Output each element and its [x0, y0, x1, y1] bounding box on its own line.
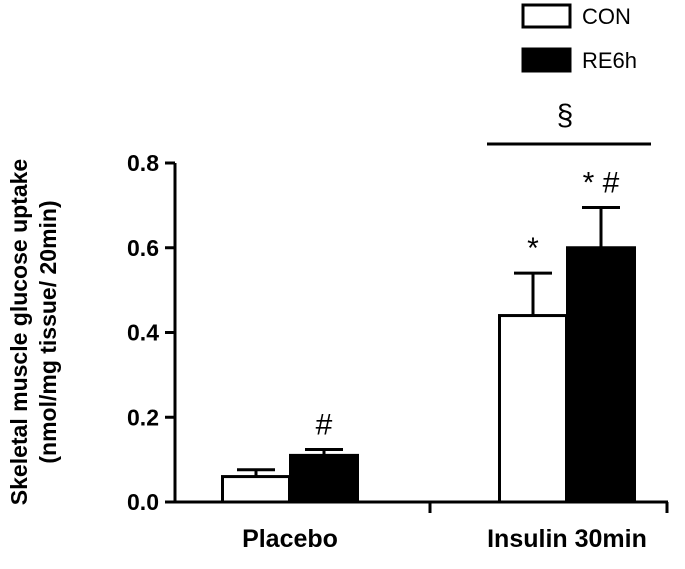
y-ticks: 0.0 0.2 0.4 0.6 0.8: [127, 150, 175, 515]
y-tick-label: 0.0: [127, 489, 159, 515]
y-axis-label-line2: (nmol/mg tissue/ 20min): [35, 200, 61, 463]
significance-marker: #: [316, 408, 333, 441]
group-significance-marker: §: [557, 99, 574, 132]
legend-swatch-con: [521, 3, 572, 29]
bar-con-insulin-30min: [498, 314, 568, 504]
y-tick-label: 0.4: [127, 320, 159, 346]
legend-label-con: CON: [582, 4, 631, 29]
y-axis-label: Skeletal muscle glucose uptake (nmol/mg …: [6, 159, 61, 505]
legend-swatch-re6h: [521, 47, 572, 73]
y-axis-label-line1: Skeletal muscle glucose uptake: [6, 159, 32, 505]
y-tick-label: 0.2: [127, 404, 159, 430]
bars: [221, 205, 636, 504]
legend: CON RE6h: [521, 3, 637, 73]
legend-label-re6h: RE6h: [582, 48, 637, 73]
y-tick-label: 0.6: [127, 235, 159, 261]
significance-marker: * #: [583, 166, 620, 199]
x-tick-label: Insulin 30min: [487, 525, 647, 553]
x-tick-labels: Placebo Insulin 30min: [242, 502, 669, 553]
x-tick-label: Placebo: [242, 525, 338, 553]
annotations: # * * # §: [316, 99, 651, 441]
bar-re6h-insulin-30min: [566, 246, 636, 504]
bar-re6h-placebo: [289, 453, 359, 504]
bar-con-placebo: [221, 475, 291, 504]
y-tick-label: 0.8: [127, 150, 159, 176]
significance-marker: *: [527, 232, 539, 265]
